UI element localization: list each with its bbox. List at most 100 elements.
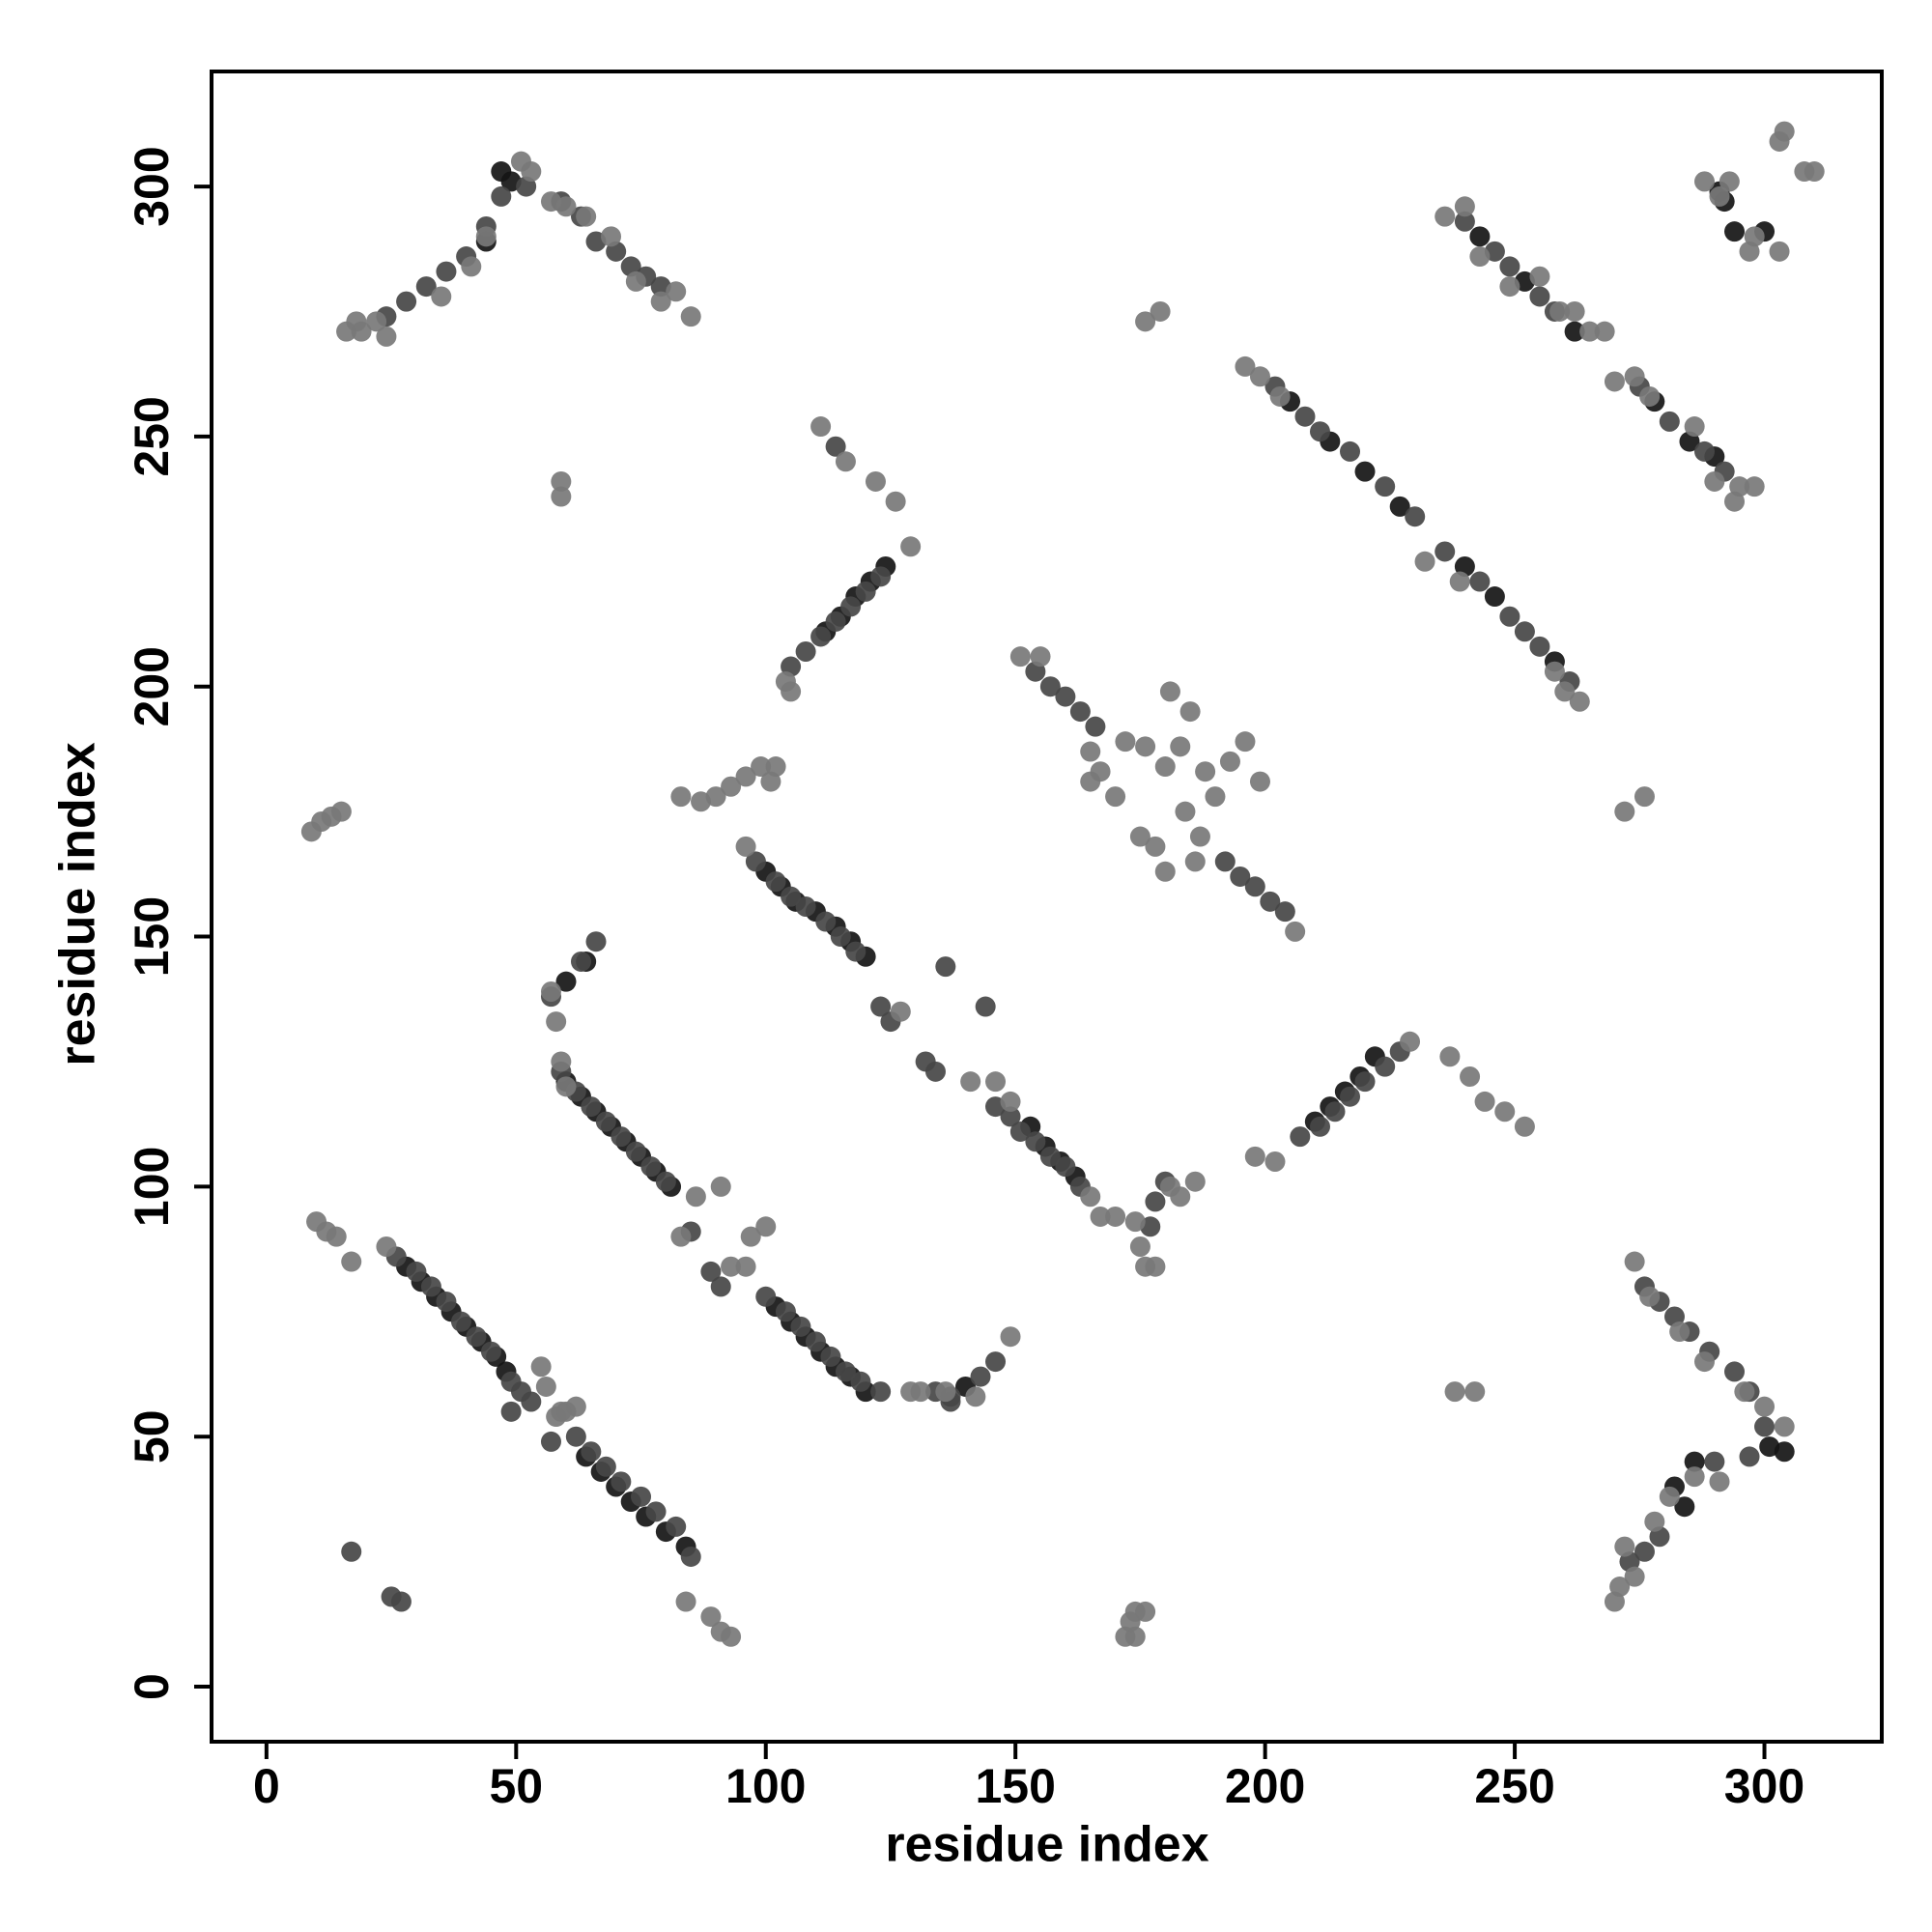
point: [450, 1311, 471, 1332]
point: [1544, 661, 1565, 682]
point: [1659, 411, 1680, 432]
point: [1564, 321, 1585, 342]
point: [611, 1471, 632, 1492]
point: [935, 956, 956, 978]
point: [326, 1226, 347, 1247]
point: [500, 1401, 522, 1422]
point: [830, 926, 851, 948]
point: [570, 951, 591, 972]
point: [721, 776, 742, 797]
point: [835, 1361, 856, 1382]
point: [1514, 1116, 1535, 1137]
point: [1080, 1186, 1101, 1208]
point: [1719, 171, 1740, 192]
point: [1135, 1601, 1156, 1622]
point: [1000, 1326, 1021, 1348]
point: [1154, 861, 1176, 882]
point: [1569, 691, 1590, 712]
point: [1774, 1416, 1795, 1437]
point: [1529, 266, 1550, 287]
point: [1105, 786, 1126, 808]
point: [611, 1126, 632, 1148]
point: [595, 1111, 616, 1132]
point: [1499, 256, 1520, 277]
point: [1285, 921, 1306, 942]
point: [1499, 606, 1520, 627]
point: [1614, 1536, 1635, 1557]
point: [835, 451, 856, 472]
point: [1085, 716, 1106, 737]
point: [1634, 786, 1655, 808]
point: [1129, 1236, 1151, 1258]
point: [1124, 1211, 1146, 1233]
point: [491, 185, 512, 207]
point: [670, 786, 692, 808]
point: [985, 1071, 1007, 1093]
x-axis-title: residue index: [885, 1817, 1208, 1873]
point: [376, 1236, 397, 1258]
point: [1444, 1381, 1465, 1403]
point: [1269, 385, 1291, 407]
point: [1774, 1441, 1795, 1463]
point: [985, 1351, 1007, 1373]
point: [1639, 385, 1661, 407]
point: [1704, 1451, 1725, 1472]
point: [1129, 826, 1151, 847]
point: [431, 286, 452, 307]
point: [1309, 421, 1330, 442]
point: [625, 270, 646, 292]
point: [1554, 681, 1576, 702]
point: [820, 1346, 841, 1367]
point: [1235, 731, 1256, 753]
point: [825, 611, 846, 632]
point: [1214, 851, 1236, 872]
point: [1709, 185, 1730, 207]
point: [551, 1401, 572, 1422]
point: [740, 1226, 761, 1247]
point: [341, 1251, 362, 1272]
point: [1170, 1186, 1191, 1208]
point: [1634, 1541, 1655, 1562]
y-tick-label: 250: [125, 396, 179, 476]
point: [535, 1376, 556, 1397]
point: [1055, 1156, 1076, 1178]
point: [1260, 891, 1281, 912]
point: [815, 911, 837, 932]
point: [1724, 491, 1746, 512]
point: [1474, 1091, 1495, 1112]
point: [970, 1366, 991, 1387]
point: [565, 1426, 586, 1447]
point: [1435, 541, 1456, 562]
point: [810, 416, 832, 438]
point: [790, 1316, 811, 1337]
point: [1080, 741, 1101, 762]
point: [390, 1591, 412, 1612]
point: [666, 1516, 687, 1537]
point: [366, 311, 387, 332]
point: [1105, 1206, 1126, 1227]
point: [935, 1381, 956, 1403]
point: [585, 931, 607, 952]
point: [330, 801, 352, 822]
point: [855, 581, 876, 602]
point: [765, 871, 786, 893]
point: [975, 996, 996, 1017]
point: [1639, 1286, 1661, 1307]
point: [924, 1061, 946, 1082]
point: [1354, 461, 1376, 482]
point: [1694, 440, 1716, 462]
point: [721, 1626, 742, 1647]
point: [436, 261, 457, 282]
point: [1309, 1116, 1330, 1137]
point: [1340, 440, 1361, 462]
point: [1724, 221, 1746, 242]
point: [1405, 506, 1426, 527]
point: [1264, 1151, 1286, 1173]
point: [1039, 676, 1061, 697]
point: [540, 981, 561, 1003]
point: [406, 1261, 427, 1282]
x-tick-label: 200: [1225, 1759, 1305, 1813]
point: [870, 996, 892, 1017]
point: [1674, 1496, 1695, 1518]
point: [1435, 206, 1456, 227]
